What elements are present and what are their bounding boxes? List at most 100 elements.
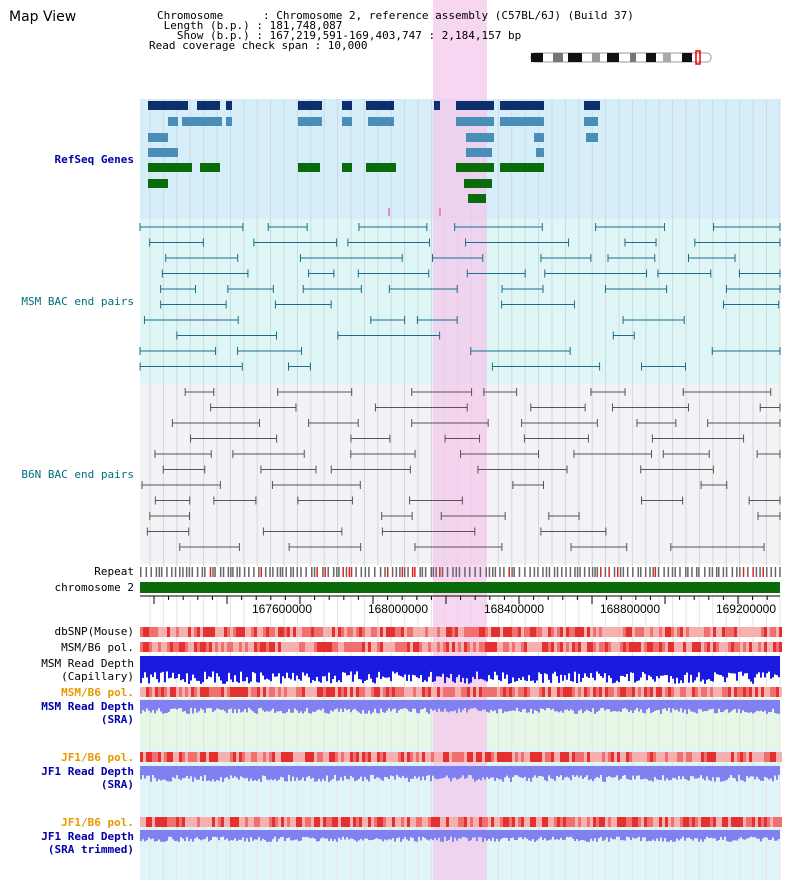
msm-capillary-depth [506,656,508,675]
jf1-pol-heat [311,752,314,762]
jf1-trim-depth [374,830,376,839]
refseq-gene-exon [168,117,178,126]
msm-pol-heat [695,642,698,652]
jf1-sra-depth [580,766,582,776]
msm-sra-depth [364,700,366,714]
jf1-pol-heat [191,752,194,762]
repeat-mark [464,567,466,577]
jf1-sra-depth [376,766,378,778]
msm-sra-depth [656,700,658,711]
msm-pol-heat [395,642,398,652]
jf1-sra-depth [596,766,598,778]
jf1-trim-depth [526,830,528,839]
msm-sra-depth [434,700,436,710]
dbsnp-heat [776,627,779,637]
jf1-pol2-heat [422,817,425,827]
msm-pol-heat [530,642,533,652]
msm-sra-depth [634,700,636,710]
dbsnp-heat [344,627,347,637]
repeat-mark [399,567,401,577]
msm-capillary-depth [604,656,606,674]
jf1-trim-depth [268,830,270,842]
msm-sra-depth [402,700,404,709]
jf1-pol-heat [695,752,698,762]
dbsnp-heat [578,627,581,637]
jf1-sra-depth [420,766,422,781]
repeat-mark [185,567,188,577]
jf1-pol2-heat [560,817,563,827]
msm-pol2-heat [305,687,308,697]
msm-capillary-depth [688,656,690,683]
dbsnp-heat [407,627,410,637]
repeat-mark [411,567,414,577]
jf1-sra-depth [508,766,510,778]
jf1-pol-heat [557,752,560,762]
repeat-mark [227,567,230,577]
msm-capillary-depth [572,656,574,682]
msm-sra-depth [224,700,226,712]
msm-pol2-heat [323,687,326,697]
repeat-mark [264,567,267,577]
jf1-trim-depth [352,830,354,839]
dbsnp-heat [713,627,716,637]
repeat-mark [201,567,204,577]
msm-pol-heat [425,642,428,652]
msm-pol-heat [182,642,185,652]
jf1-pol2-heat [614,817,617,827]
track-label-refseq[interactable]: RefSeq Genes [54,153,134,166]
msm-sra-depth [320,700,322,711]
msm-pol2-heat [272,687,275,697]
msm-capillary-depth [394,656,396,674]
jf1-sra-depth [444,766,446,778]
msm-pol-heat [710,642,713,652]
jf1-pol-heat [485,752,488,762]
msm-capillary-depth [634,656,636,683]
repeat-mark [591,567,594,577]
msm-sra-depth [244,700,246,709]
msm-sra-depth [412,700,414,709]
jf1-trim-depth [422,830,424,837]
dbsnp-heat [398,627,401,637]
track-label-jf1-pol-2: JF1/B6 pol. [61,816,134,829]
jf1-sra-depth [356,766,358,781]
jf1-trim-depth [168,830,170,837]
jf1-trim-depth [336,830,338,842]
dbsnp-heat [614,627,617,637]
repeat-mark [290,567,292,577]
jf1-trim-depth [680,830,682,839]
jf1-pol2-heat [437,817,440,827]
msm-sra-depth [722,700,724,713]
msm-pol-heat [455,642,458,652]
dbsnp-heat [299,627,302,637]
msm-pol-heat [155,642,158,652]
msm-sra-depth [436,700,438,713]
track-label-b6n-bac[interactable]: B6N BAC end pairs [21,468,134,481]
msm-sra-depth [476,700,478,710]
msm-sra-depth [390,700,392,712]
jf1-sra-depth [256,766,258,781]
jf1-trim-depth [576,830,578,840]
msm-sra-depth [232,700,234,714]
msm-sra-depth [760,700,762,711]
dbsnp-heat [545,627,548,637]
jf1-sra-depth [354,766,356,782]
jf1-sra-depth [244,766,246,779]
msm-sra-depth [714,700,716,714]
msm-capillary-depth [380,656,382,680]
jf1-trim-depth [214,830,216,837]
jf1-sra-depth [270,766,272,780]
jf1-pol2-heat [248,817,251,827]
msm-sra-depth [582,700,584,714]
jf1-pol-heat [665,752,668,762]
msm-pol2-heat [335,687,338,697]
jf1-pol-heat [620,752,623,762]
jf1-pol-heat [575,752,578,762]
repeat-mark [364,567,367,577]
msm-sra-depth [712,700,714,709]
msm-capillary-depth [166,656,168,672]
track-label-msm-bac[interactable]: MSM BAC end pairs [21,295,134,308]
msm-capillary-depth [474,656,476,680]
dbsnp-heat [359,627,362,637]
msm-pol-heat [179,642,182,652]
